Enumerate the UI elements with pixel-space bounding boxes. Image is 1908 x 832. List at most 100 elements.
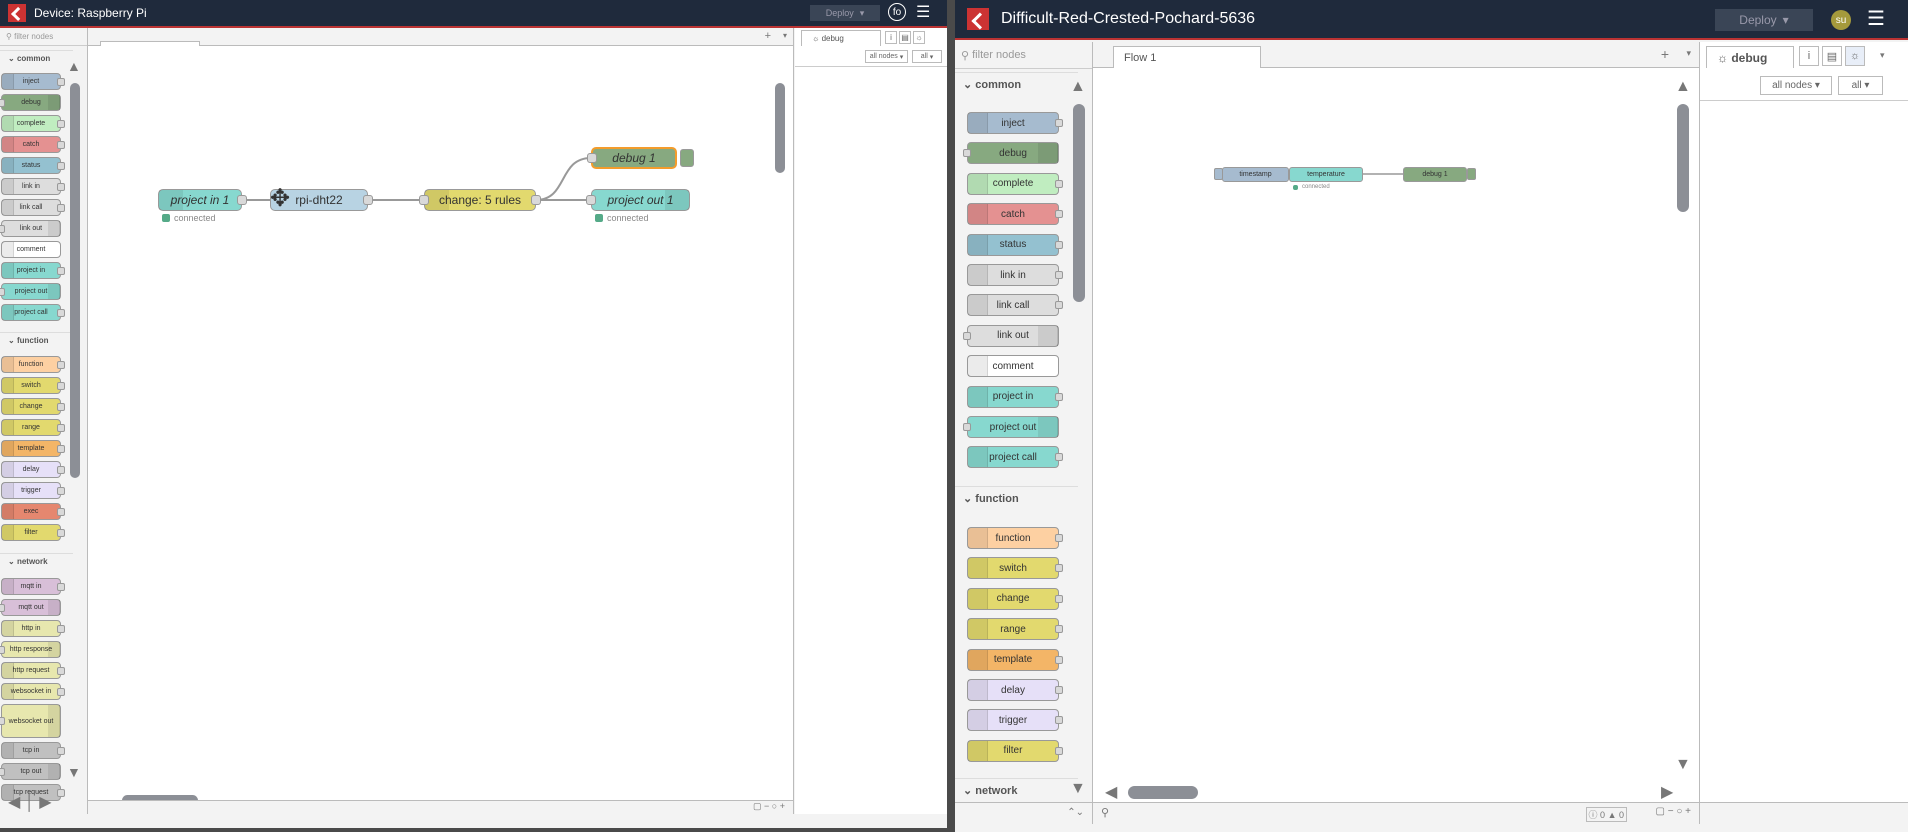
debug-bug-button[interactable]: ☼ xyxy=(913,31,925,44)
palette-node-project-out[interactable]: project out xyxy=(0,283,61,300)
palette-node-switch[interactable]: switch xyxy=(1,377,65,394)
avatar[interactable]: su xyxy=(1831,10,1851,30)
palette-node-catch[interactable]: catch xyxy=(967,203,1063,226)
palette-node-filter[interactable]: filter xyxy=(1,524,65,541)
palette-node-trigger[interactable]: trigger xyxy=(967,709,1063,732)
scroll-up-icon[interactable]: ▲ xyxy=(67,58,81,74)
palette-node-comment[interactable]: comment xyxy=(967,355,1059,378)
deploy-button[interactable]: Deploy ▾ xyxy=(810,5,880,21)
flow-tab[interactable] xyxy=(100,41,200,46)
info-button[interactable]: i xyxy=(885,31,897,44)
info-button[interactable]: i xyxy=(1799,46,1819,66)
palette-node-status[interactable]: status xyxy=(1,157,65,174)
palette-node-catch[interactable]: catch xyxy=(1,136,65,153)
palette-node-link-out[interactable]: link out xyxy=(963,324,1059,347)
palette-node-range[interactable]: range xyxy=(967,618,1063,641)
palette-node-http-response[interactable]: http response xyxy=(0,641,61,658)
scroll-up-icon[interactable]: ▲ xyxy=(1070,78,1086,95)
input-port[interactable] xyxy=(419,195,429,205)
collapse-expand-buttons[interactable]: ⌃⌄ xyxy=(1067,807,1084,818)
palette-node-link-call[interactable]: link call xyxy=(1,199,65,216)
scroll-down-icon[interactable]: ▼ xyxy=(67,764,81,780)
deploy-button[interactable]: Deploy ▾ xyxy=(1715,9,1813,31)
add-flow-icon[interactable]: + xyxy=(764,30,771,42)
tab-debug[interactable]: ☼ debug xyxy=(1706,46,1794,68)
palette-node-change[interactable]: change xyxy=(1,398,65,415)
debug-bug-button[interactable]: ☼ xyxy=(1845,46,1865,66)
add-flow-icon[interactable]: + xyxy=(1660,46,1669,62)
notification-counts[interactable]: ⓘ 0 ▲ 0 xyxy=(1585,807,1627,822)
palette-node-websocket-in[interactable]: websocket in xyxy=(1,683,65,700)
flow-node-timestamp[interactable]: timestamp xyxy=(1222,167,1289,182)
workspace[interactable]: + ▾ project in 1 connected rpi-dht22 ✥ c… xyxy=(88,28,794,814)
flow-menu-icon[interactable]: ▾ xyxy=(782,31,787,40)
scroll-down-icon[interactable]: ▼ xyxy=(1070,780,1086,797)
scroll-left-icon[interactable]: ◀ │ ▶ xyxy=(8,794,52,811)
menu-icon[interactable]: ☰ xyxy=(1867,8,1885,30)
section-common[interactable]: ⌄ common xyxy=(955,72,1078,96)
output-port[interactable] xyxy=(531,195,541,205)
input-port[interactable] xyxy=(587,153,597,163)
workspace[interactable]: Flow 1 + ▾ timestamp temperature connect… xyxy=(1093,42,1700,824)
palette-node-inject[interactable]: inject xyxy=(967,112,1063,134)
avatar[interactable]: fo xyxy=(888,3,906,21)
flow-node-project-in[interactable]: project in 1 xyxy=(158,189,247,211)
help-button[interactable]: ▤ xyxy=(1822,46,1842,66)
clear-all-button[interactable]: all ▾ xyxy=(912,50,942,63)
palette-node-debug[interactable]: debug xyxy=(963,142,1059,165)
palette-node-project-out[interactable]: project out xyxy=(963,416,1059,438)
zoom-controls[interactable]: ▢ − ○ + xyxy=(1655,806,1691,817)
palette-node-exec[interactable]: exec xyxy=(1,503,65,520)
palette-node-project-call[interactable]: project call xyxy=(1,304,65,321)
palette-scrollbar[interactable] xyxy=(1073,104,1085,302)
zoom-controls[interactable]: ▢ − ○ + xyxy=(753,801,785,811)
scroll-up-icon[interactable]: ▲ xyxy=(1675,78,1691,95)
palette-node-comment[interactable]: comment xyxy=(1,241,61,258)
scroll-down-icon[interactable]: ▼ xyxy=(1675,756,1691,773)
palette-node-link-out[interactable]: link out xyxy=(0,220,61,237)
palette-node-http-in[interactable]: http in xyxy=(1,620,65,637)
section-network[interactable]: ⌄ network xyxy=(955,778,1078,802)
palette-node-mqtt-in[interactable]: mqtt in xyxy=(1,578,65,595)
palette-node-template[interactable]: template xyxy=(967,648,1063,671)
flow-node-rpi-dht22[interactable]: rpi-dht22 xyxy=(270,189,373,211)
flow-menu-icon[interactable]: ▾ xyxy=(1686,48,1691,58)
horizontal-scrollbar[interactable] xyxy=(1128,786,1198,799)
palette-node-link-call[interactable]: link call xyxy=(967,294,1063,317)
vertical-scrollbar[interactable] xyxy=(775,83,785,173)
palette-node-inject[interactable]: inject xyxy=(1,73,65,90)
section-function[interactable]: ⌄ function xyxy=(955,486,1078,510)
palette-node-debug[interactable]: debug xyxy=(0,94,61,111)
section-common[interactable]: ⌄ common xyxy=(0,50,73,66)
palette-node-mqtt-out[interactable]: mqtt out xyxy=(0,599,61,616)
filter-nodes-input[interactable]: ⚲ filter nodes xyxy=(0,28,87,46)
debug-toggle-button[interactable] xyxy=(1467,168,1476,180)
palette-node-function[interactable]: function xyxy=(967,527,1063,549)
palette-node-range[interactable]: range xyxy=(1,419,65,436)
palette-node-link-in[interactable]: link in xyxy=(1,178,65,195)
palette-node-filter[interactable]: filter xyxy=(967,739,1063,762)
scroll-right-icon[interactable]: ▶ xyxy=(1661,784,1674,801)
all-nodes-filter[interactable]: all nodes ▾ xyxy=(865,50,908,63)
help-button[interactable]: ▤ xyxy=(899,31,911,44)
scroll-left-icon[interactable]: ◀ xyxy=(1105,784,1118,801)
palette-node-project-in[interactable]: project in xyxy=(1,262,65,279)
palette-node-complete[interactable]: complete xyxy=(967,172,1063,195)
palette-node-project-in[interactable]: project in xyxy=(967,385,1063,408)
flow-node-debug[interactable]: debug 1 xyxy=(1403,167,1467,182)
flow-node-project-out[interactable]: project out 1 xyxy=(586,189,690,211)
palette-node-delay[interactable]: delay xyxy=(967,679,1063,701)
palette-node-template[interactable]: template xyxy=(1,440,65,457)
section-network[interactable]: ⌄ network xyxy=(0,553,73,569)
palette-node-change[interactable]: change xyxy=(967,587,1063,610)
palette-node-websocket-out[interactable]: websocket out xyxy=(0,704,61,738)
menu-icon[interactable]: ☰ xyxy=(916,4,931,21)
palette-node-http-request[interactable]: http request xyxy=(1,662,65,679)
tab-debug[interactable]: ☼ debug xyxy=(801,30,881,46)
sidebar-menu-icon[interactable]: ▾ xyxy=(1880,50,1885,60)
flow-node-temperature[interactable]: temperature xyxy=(1289,167,1363,182)
palette-node-tcp-request[interactable]: tcp request xyxy=(1,784,65,801)
palette-scrollbar[interactable] xyxy=(70,83,80,478)
filter-nodes-input[interactable]: ⚲ filter nodes xyxy=(955,42,1092,69)
search-icon[interactable]: ⚲ xyxy=(1101,807,1110,819)
